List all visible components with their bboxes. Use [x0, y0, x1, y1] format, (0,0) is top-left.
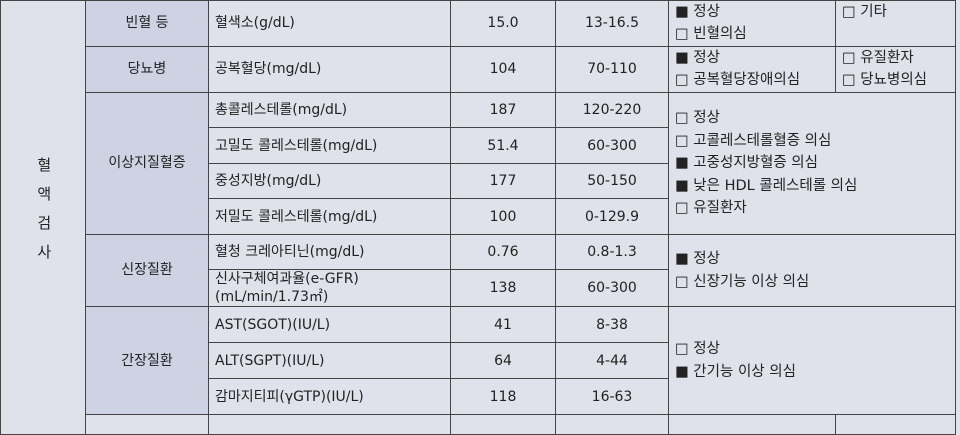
reference-range: 60-300	[555, 268, 669, 308]
table-row: 중성지방(mg/dL) 177 50-150	[1, 162, 956, 200]
judgment-option: □ 유질환자	[675, 200, 747, 217]
test-result: 0.76	[450, 233, 556, 270]
other-cell: □ 기타	[835, 0, 956, 47]
test-item: 공복혈당(mg/dL)	[208, 45, 451, 93]
test-result: 51.4	[450, 127, 556, 164]
group-name: 신장질환	[85, 233, 209, 308]
test-item: ALT(SGPT)(IU/L)	[208, 342, 451, 380]
empty-cell	[85, 414, 209, 435]
empty-cell	[208, 414, 451, 435]
table-row: 감마지티피(γGTP)(IU/L) 118 16-63	[1, 378, 956, 416]
table-row: 신사구체여과율(e-GFR) (mL/min/1.73㎡) 138 60-300	[1, 268, 956, 308]
table-row: 고밀도 콜레스테롤(mg/dL) 51.4 60-300	[1, 127, 956, 164]
test-item: 저밀도 콜레스테롤(mg/dL)	[208, 198, 451, 235]
table-row: 이상지질혈증 총콜레스테롤(mg/dL) 187 120-220 □ 정상 □ 고콜레스테…	[1, 91, 956, 235]
reference-range: 0.8-1.3	[555, 233, 669, 270]
judgment-cell: ■ 정상 □ 공복혈당장애의심	[668, 45, 836, 93]
other-cell: □ 유질환자 □ 당뇨병의심	[835, 45, 956, 93]
judgment-option: □ 고콜레스테롤혈증 의심	[675, 132, 832, 149]
empty-cell	[668, 414, 836, 435]
other-option: □ 유질환자	[842, 49, 914, 66]
group-name: 간장질환	[85, 306, 209, 416]
reference-range: 50-150	[555, 162, 669, 200]
table-row: 간장질환 AST(SGOT)(IU/L) 41 8-38 □ 정상 ■ 간기능 이상 의심	[1, 306, 956, 416]
judgment-cell: □ 정상 ■ 간기능 이상 의심	[668, 306, 956, 416]
empty-cell	[835, 414, 956, 435]
empty-cell	[555, 414, 669, 435]
table-row: 신장질환 혈청 크레아티닌(mg/dL) 0.76 0.8-1.3 ■ 정상 □ 신장기능…	[1, 233, 956, 308]
empty-cell	[450, 414, 556, 435]
judgment-option: □ 빈혈의심	[675, 26, 747, 43]
reference-range: 120-220	[555, 91, 669, 129]
other-option: □ 기타	[842, 4, 887, 20]
test-item: 고밀도 콜레스테롤(mg/dL)	[208, 127, 451, 164]
test-result: 64	[450, 342, 556, 380]
judgment-cell: ■ 정상 □ 빈혈의심	[668, 0, 836, 47]
test-item: 혈색소(g/dL)	[208, 0, 451, 47]
table-row: 당뇨병 공복혈당(mg/dL) 104 70-110 ■ 정상 □ 공복혈당장애의심 □ 유…	[1, 45, 956, 93]
reference-range: 4-44	[555, 342, 669, 380]
section-label: 혈액검사	[34, 157, 53, 274]
judgment-option: ■ 정상	[675, 251, 720, 268]
judgment-option: ■ 낮은 HDL 콜레스테롤 의심	[675, 177, 858, 194]
reference-range: 16-63	[555, 378, 669, 416]
test-result: 187	[450, 91, 556, 129]
reference-range: 13-16.5	[555, 0, 669, 47]
test-item: 중성지방(mg/dL)	[208, 162, 451, 200]
test-item: 신사구체여과율(e-GFR) (mL/min/1.73㎡)	[208, 268, 451, 308]
reference-range: 60-300	[555, 127, 669, 164]
section-cell: 혈액검사	[0, 0, 86, 435]
judgment-option: ■ 정상	[675, 4, 720, 20]
test-item: AST(SGOT)(IU/L)	[208, 306, 451, 344]
test-result: 100	[450, 198, 556, 235]
test-result: 177	[450, 162, 556, 200]
test-result: 118	[450, 378, 556, 416]
judgment-cell: ■ 정상 □ 신장기능 이상 의심	[668, 233, 956, 308]
test-item: 총콜레스테롤(mg/dL)	[208, 91, 451, 129]
table-row	[1, 414, 956, 435]
group-name: 이상지질혈증	[85, 91, 209, 235]
test-result: 104	[450, 45, 556, 93]
group-name: 빈혈 등	[85, 0, 209, 47]
judgment-option: ■ 간기능 이상 의심	[675, 363, 796, 380]
reference-range: 8-38	[555, 306, 669, 344]
judgment-option: ■ 고중성지방혈증 의심	[675, 155, 818, 172]
judgment-option: ■ 정상	[675, 49, 720, 66]
judgment-option: □ 정상	[675, 341, 720, 358]
test-result: 15.0	[450, 0, 556, 47]
judgment-option: □ 정상	[675, 110, 720, 127]
table-row: 저밀도 콜레스테롤(mg/dL) 100 0-129.9	[1, 198, 956, 235]
judgment-cell: □ 정상 □ 고콜레스테롤혈증 의심 ■ 고중성지방혈증 의심 ■ 낮은 HDL 콜레…	[668, 91, 956, 235]
reference-range: 0-129.9	[555, 198, 669, 235]
test-item: 감마지티피(γGTP)(IU/L)	[208, 378, 451, 416]
judgment-option: □ 신장기능 이상 의심	[675, 273, 810, 290]
reference-range: 70-110	[555, 45, 669, 93]
test-item: 혈청 크레아티닌(mg/dL)	[208, 233, 451, 270]
group-name: 당뇨병	[85, 45, 209, 93]
other-option: □ 당뇨병의심	[842, 72, 928, 89]
table-row: ALT(SGPT)(IU/L) 64 4-44	[1, 342, 956, 380]
test-result: 138	[450, 268, 556, 308]
judgment-option: □ 공복혈당장애의심	[675, 72, 801, 89]
test-result: 41	[450, 306, 556, 344]
